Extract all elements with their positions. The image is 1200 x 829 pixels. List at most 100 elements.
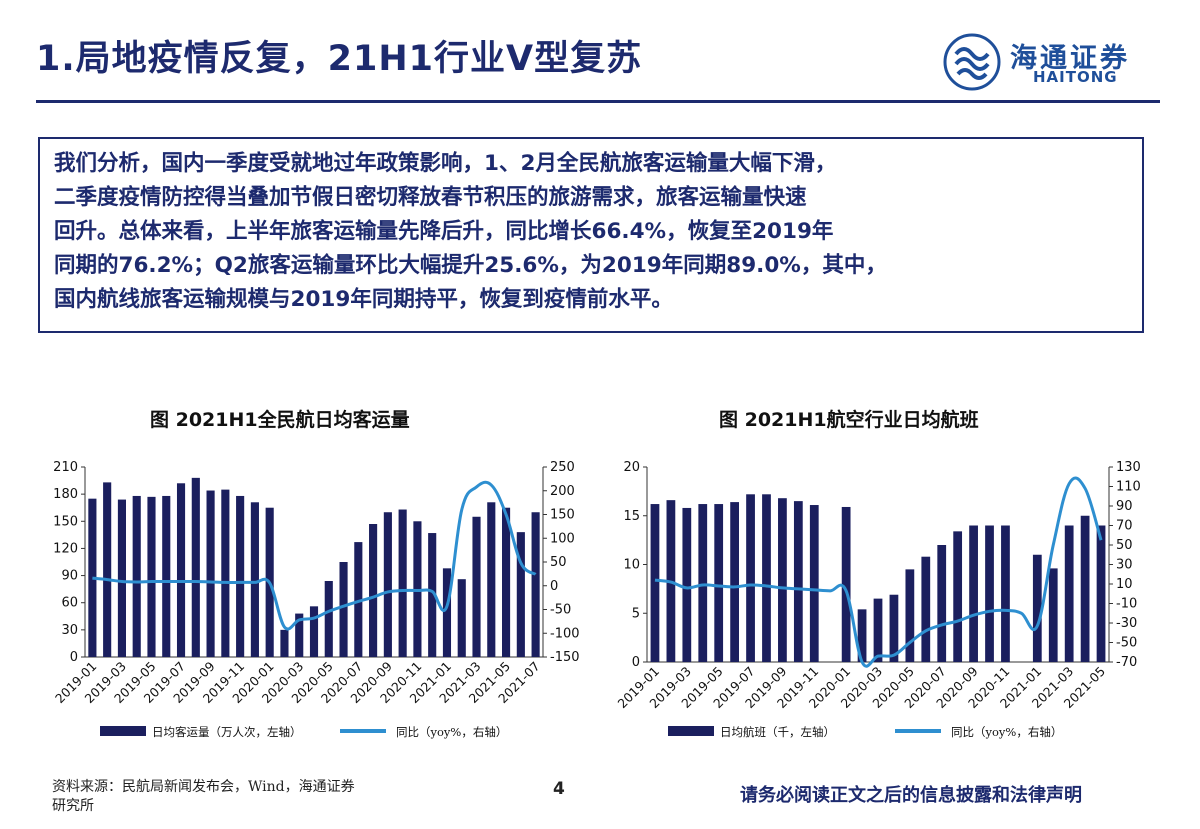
bar [1064,525,1074,662]
bar [487,502,496,657]
passenger-volume-chart: 0 30 60 90 120 150 180 210 -150 -100 -50 0 50 100 150 2… [52,460,580,739]
legend-label: 日均航班（千，左轴） [720,725,835,739]
bar [1032,554,1042,662]
right-tick-label: -150 [550,650,580,665]
right-tick-label: -10 [1116,597,1137,612]
bar [162,495,171,657]
bar [1096,525,1106,662]
legend-label: 日均客运量（万人次，左轴） [152,725,302,739]
summary-line: 回升。总体来看，上半年旅客运输量先降后升，同比增长66.4%，恢复至2019年 [54,219,834,244]
bar [531,512,540,657]
right-tick-label: 70 [1116,519,1133,534]
logo-chinese-name: 海通证券 [1010,43,1130,74]
bar [324,581,333,657]
source-note: 资料来源：民航局新闻发布会，Wind，海通证券 研究所 [52,778,355,816]
right-tick-label: 30 [1116,558,1133,573]
right-tick-label: -50 [1116,636,1137,651]
bar [502,507,511,657]
bar [339,562,348,657]
bar [714,504,724,662]
bar [383,512,392,657]
page-title: 1.局地疫情反复，21H1行业V型复苏 [36,39,643,79]
legend-label: 同比（yoy%，右轴） [951,725,1062,739]
bar [428,533,437,657]
bar [176,483,186,657]
bar [953,531,963,662]
logo-english-name: HAITONG [1033,68,1118,86]
bar [793,501,803,662]
bar [921,556,931,662]
left-tick-label: 180 [53,487,78,502]
bar [650,504,660,662]
bar [857,609,867,662]
left-tick-label: 0 [70,650,78,665]
bar [762,494,771,662]
bar [969,525,978,662]
bar [250,502,259,657]
header-divider [36,100,1160,103]
left-tick-label: 0 [632,655,640,670]
page-number: 4 [553,779,565,799]
bar [147,496,156,657]
bar [730,502,740,662]
flight-count-chart: 05101520-70-50-30-1010305070901101302019… [615,460,1141,739]
summary-line: 二季度疫情防控得当叠加节假日密切释放春节积压的旅游需求，旅客运输量快速 [54,185,807,210]
right-tick-label: -100 [550,626,580,641]
chart-title-passengers: 图 2021H1全民航日均客运量 [150,409,410,431]
right-tick-label: 150 [550,508,575,523]
bar [295,613,304,657]
bar [682,507,692,662]
haitong-emblem-icon [943,33,1001,91]
right-tick-label: 200 [550,484,575,499]
summary-line: 国内航线旅客运输规模与2019年同期持平，恢复到疫情前水平。 [54,287,673,312]
source-note-line: 研究所 [52,798,94,814]
right-tick-label: 10 [1116,577,1133,592]
legend-bar-swatch [100,726,146,736]
bar [873,598,883,662]
bar [398,509,407,657]
yoy-series-line [92,480,537,631]
bar [206,490,215,657]
right-tick-label: -50 [550,603,571,618]
chart-title-flights: 图 2021H1航空行业日均航班 [719,409,979,431]
bar [472,516,481,657]
bar [778,498,787,662]
yoy-series-line [654,476,1103,668]
legend-bar-swatch [668,726,714,736]
left-tick-label: 90 [61,569,78,584]
bar [457,579,466,657]
bar [841,506,851,662]
left-tick-label: 60 [61,596,78,611]
bar [1001,525,1010,662]
bar [221,489,230,657]
right-tick-label: 50 [550,555,567,570]
right-tick-label: 100 [550,531,575,546]
right-tick-label: 0 [550,579,558,594]
bar [103,482,112,657]
bar [905,569,915,662]
summary-line: 我们分析，国内一季度受就地过年政策影响，1、2月全民航旅客运输量大幅下滑， [54,151,837,176]
legal-disclaimer: 请务必阅读正文之后的信息披露和法律声明 [740,785,1082,806]
right-tick-label: 110 [1116,480,1141,495]
left-tick-label: 120 [53,541,78,556]
left-tick-label: 15 [623,509,640,524]
bar [132,495,141,657]
summary-line: 同期的76.2%；Q2旅客运输量环比大幅提升25.6%，为2019年同期89.0… [54,253,887,278]
legend-label: 同比（yoy%，右轴） [396,725,507,739]
bar [280,629,289,657]
left-tick-label: 10 [623,558,640,573]
bar [698,504,708,662]
left-tick-label: 150 [53,514,78,529]
bar [1048,568,1058,662]
right-tick-label: 250 [550,460,575,475]
right-tick-label: 50 [1116,538,1133,553]
right-tick-label: -70 [1116,655,1137,670]
source-note-line: 资料来源：民航局新闻发布会，Wind，海通证券 [52,779,355,795]
right-tick-label: 90 [1116,499,1133,514]
bar [236,495,245,657]
bar [937,545,947,662]
left-tick-label: 20 [623,460,640,475]
right-tick-label: -30 [1116,616,1137,631]
bar [1080,515,1090,662]
bar [889,594,899,662]
